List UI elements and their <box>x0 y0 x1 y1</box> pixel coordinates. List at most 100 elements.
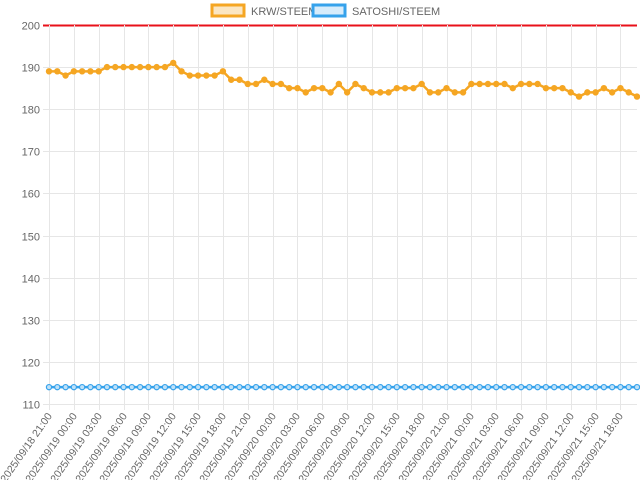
data-point[interactable] <box>410 84 417 92</box>
data-point[interactable] <box>550 84 558 92</box>
data-point[interactable] <box>252 80 260 88</box>
data-point[interactable] <box>360 84 367 92</box>
data-point[interactable] <box>600 84 608 92</box>
data-point[interactable] <box>310 383 318 391</box>
data-point[interactable] <box>393 84 401 92</box>
data-point[interactable] <box>161 63 169 71</box>
data-point[interactable] <box>526 80 533 88</box>
data-point[interactable] <box>575 93 583 100</box>
data-point[interactable] <box>194 383 202 391</box>
data-point[interactable] <box>501 80 508 88</box>
data-point[interactable] <box>608 89 616 96</box>
data-point[interactable] <box>534 383 541 391</box>
data-point[interactable] <box>451 89 458 96</box>
data-point[interactable] <box>526 383 533 391</box>
data-point[interactable] <box>509 383 516 391</box>
data-point[interactable] <box>285 383 293 391</box>
data-point[interactable] <box>327 383 334 391</box>
data-point[interactable] <box>435 383 442 391</box>
data-point[interactable] <box>261 76 268 83</box>
data-point[interactable] <box>368 383 376 391</box>
data-point[interactable] <box>244 80 251 88</box>
data-point[interactable] <box>145 63 152 71</box>
data-point[interactable] <box>145 383 152 391</box>
data-point[interactable] <box>459 89 467 96</box>
data-point[interactable] <box>567 89 574 96</box>
data-point[interactable] <box>625 383 632 391</box>
data-point[interactable] <box>45 383 53 391</box>
data-point[interactable] <box>194 72 202 79</box>
data-point[interactable] <box>352 383 359 391</box>
data-point[interactable] <box>153 383 160 391</box>
data-point[interactable] <box>550 383 558 391</box>
data-point[interactable] <box>633 383 640 391</box>
data-point[interactable] <box>377 383 384 391</box>
data-point[interactable] <box>227 76 235 83</box>
data-point[interactable] <box>54 383 61 391</box>
data-point[interactable] <box>211 383 218 391</box>
data-point[interactable] <box>393 383 401 391</box>
data-point[interactable] <box>401 84 409 92</box>
data-point[interactable] <box>476 80 483 88</box>
legend[interactable]: KRW/STEEM SATOSHI/STEEM <box>210 3 440 18</box>
data-point[interactable] <box>45 68 53 75</box>
data-point[interactable] <box>501 383 508 391</box>
data-point[interactable] <box>227 383 235 391</box>
data-point[interactable] <box>468 383 475 391</box>
data-point[interactable] <box>128 63 136 71</box>
legend-item[interactable]: KRW/STEEM <box>210 3 317 18</box>
data-point[interactable] <box>219 383 227 391</box>
data-point[interactable] <box>261 383 268 391</box>
data-point[interactable] <box>343 383 351 391</box>
data-point[interactable] <box>236 383 243 391</box>
data-point[interactable] <box>468 80 475 88</box>
data-point[interactable] <box>302 383 309 391</box>
data-point[interactable] <box>203 383 210 391</box>
data-point[interactable] <box>559 84 566 92</box>
data-point[interactable] <box>600 383 608 391</box>
data-point[interactable] <box>443 383 450 391</box>
data-point[interactable] <box>567 383 574 391</box>
data-point[interactable] <box>443 84 450 92</box>
data-point[interactable] <box>70 383 78 391</box>
data-point[interactable] <box>592 89 599 96</box>
data-point[interactable] <box>186 383 193 391</box>
data-point[interactable] <box>170 383 177 391</box>
data-point[interactable] <box>120 383 127 391</box>
data-point[interactable] <box>559 383 566 391</box>
data-point[interactable] <box>54 68 61 75</box>
data-point[interactable] <box>136 63 144 71</box>
data-point[interactable] <box>269 383 276 391</box>
data-point[interactable] <box>509 84 516 92</box>
data-point[interactable] <box>335 383 343 391</box>
data-point[interactable] <box>368 89 376 96</box>
data-point[interactable] <box>418 383 425 391</box>
data-point[interactable] <box>484 80 492 88</box>
data-point[interactable] <box>575 383 583 391</box>
data-point[interactable] <box>617 383 624 391</box>
data-point[interactable] <box>493 383 500 391</box>
data-point[interactable] <box>584 383 591 391</box>
data-point[interactable] <box>285 84 293 92</box>
data-point[interactable] <box>153 63 160 71</box>
data-point[interactable] <box>178 68 185 75</box>
data-point[interactable] <box>294 383 301 391</box>
data-point[interactable] <box>335 80 343 88</box>
data-point[interactable] <box>426 383 434 391</box>
data-point[interactable] <box>112 383 119 391</box>
data-point[interactable] <box>385 383 392 391</box>
data-point[interactable] <box>95 383 102 391</box>
data-point[interactable] <box>62 72 69 79</box>
data-point[interactable] <box>219 68 227 75</box>
data-point[interactable] <box>484 383 492 391</box>
data-point[interactable] <box>211 72 218 79</box>
legend-item[interactable]: SATOSHI/STEEM <box>311 3 440 18</box>
data-point[interactable] <box>112 63 119 71</box>
data-point[interactable] <box>608 383 616 391</box>
data-point[interactable] <box>252 383 260 391</box>
data-point[interactable] <box>517 80 525 88</box>
data-point[interactable] <box>302 89 309 96</box>
data-point[interactable] <box>633 93 640 100</box>
data-point[interactable] <box>236 76 243 83</box>
data-point[interactable] <box>170 59 177 67</box>
